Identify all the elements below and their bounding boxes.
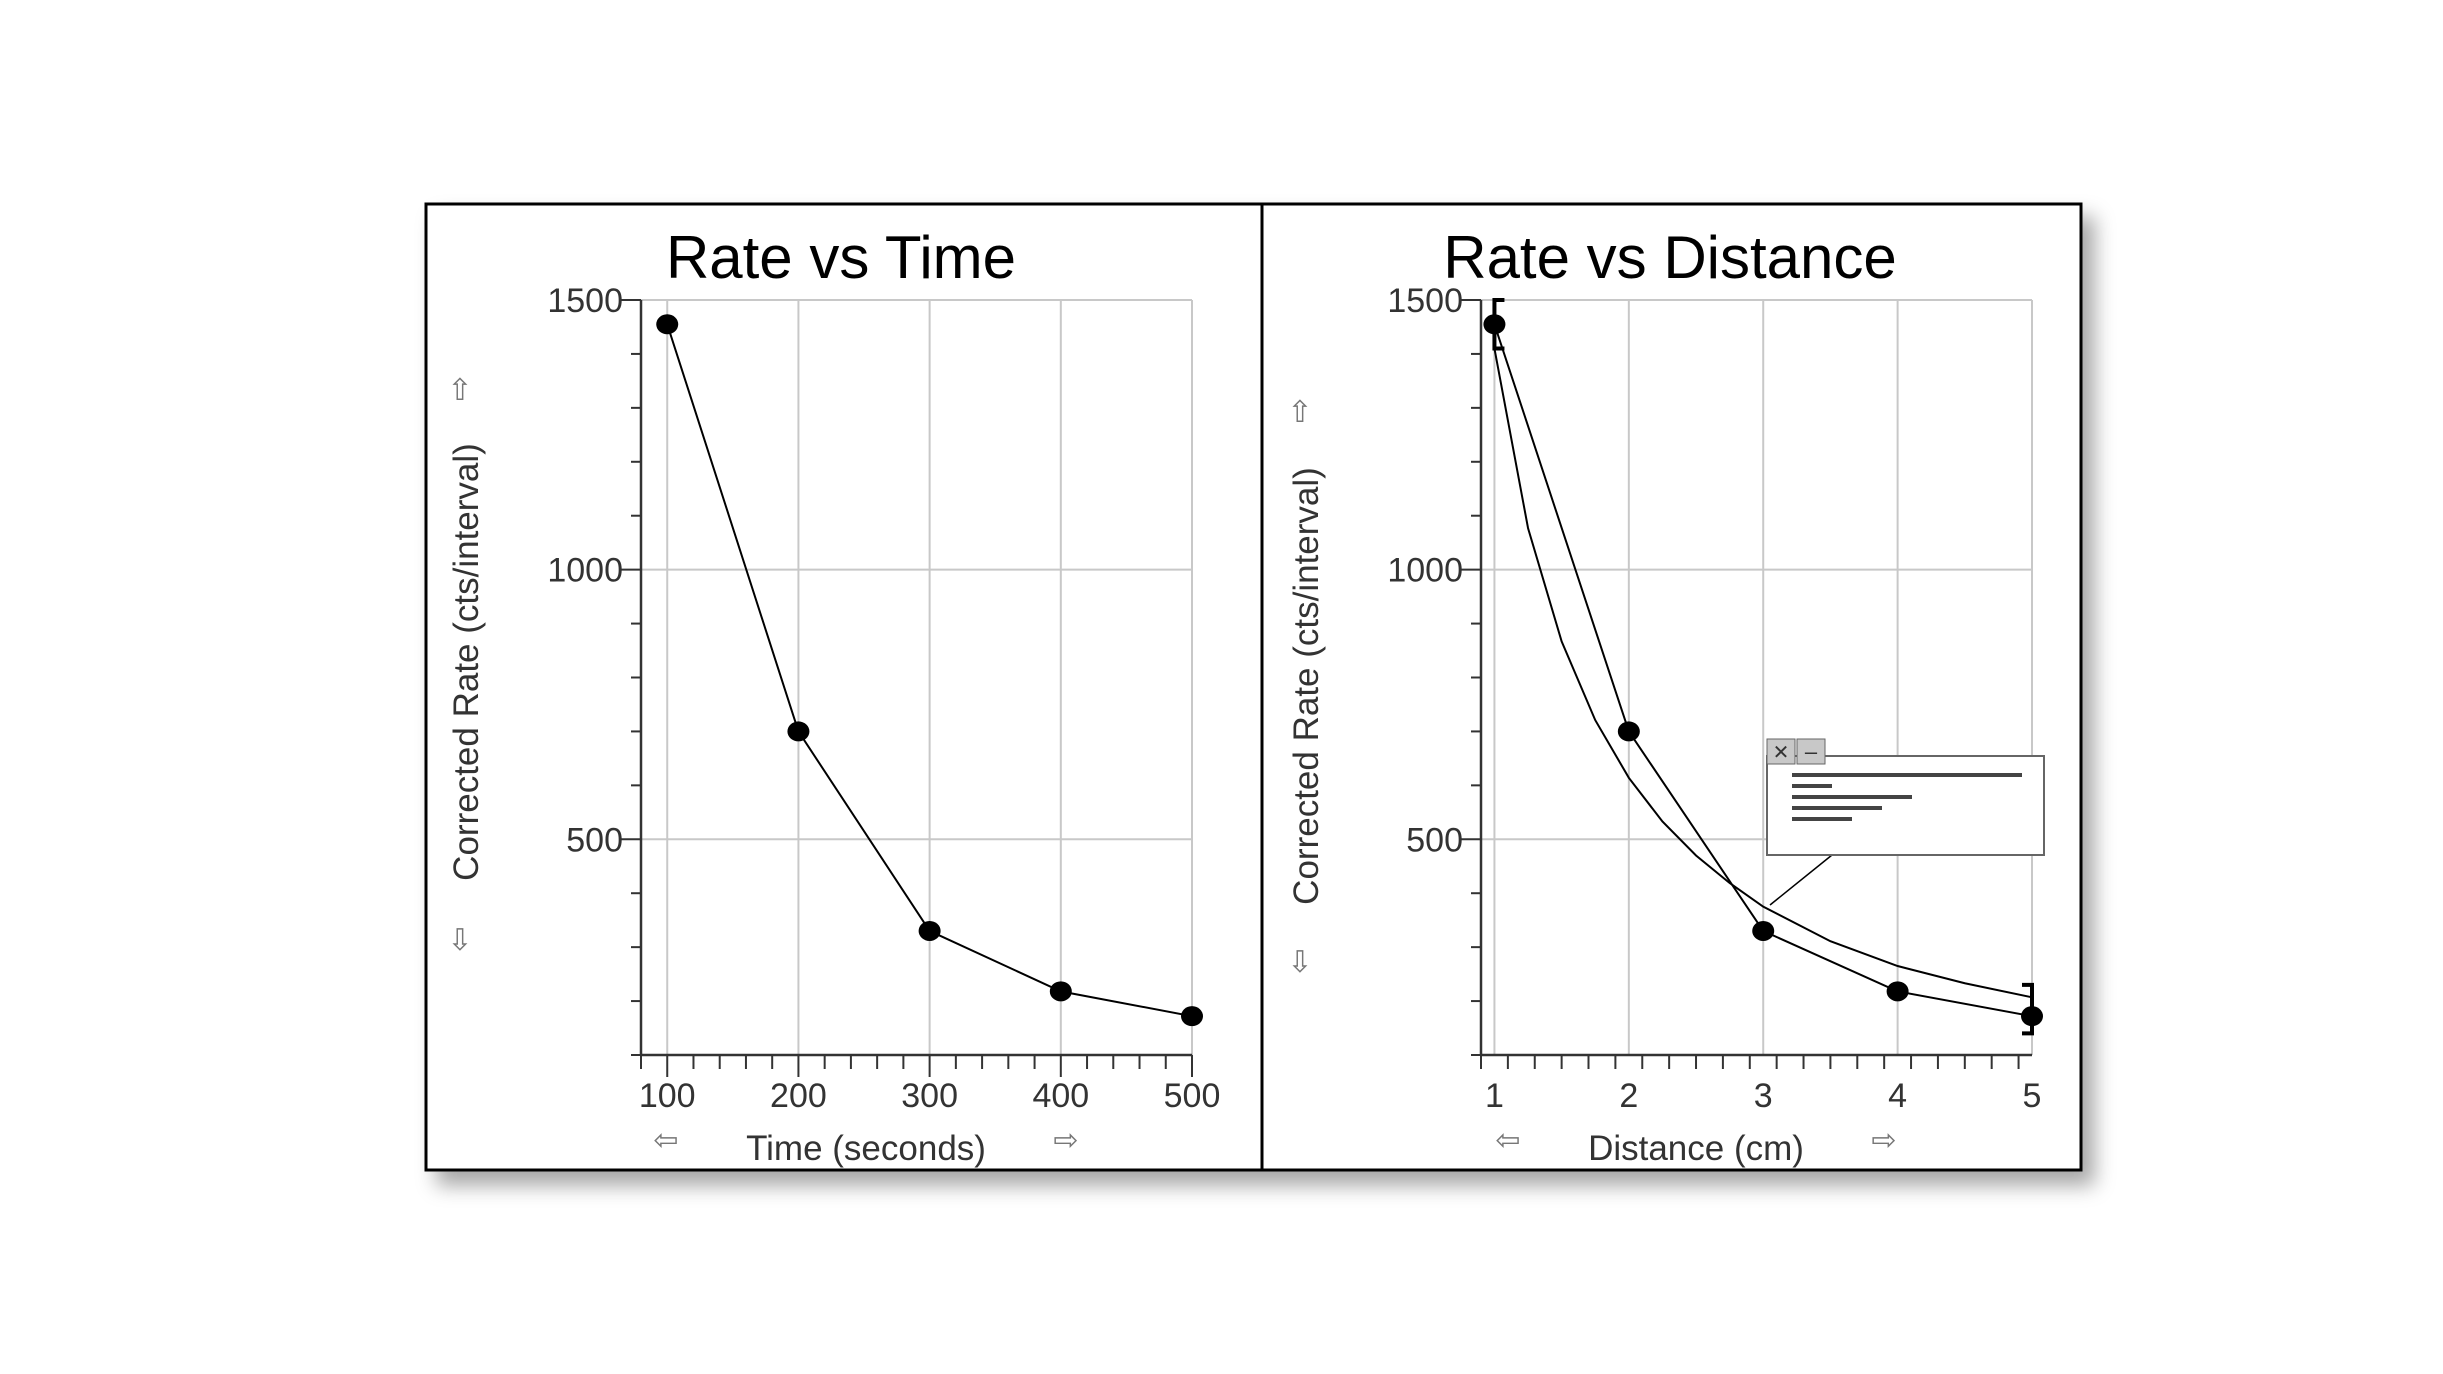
x-tick-label: 100: [639, 1077, 696, 1115]
minimize-icon: –: [1805, 739, 1818, 764]
x-tick-labels: 100 200 300 400 500: [639, 1077, 1220, 1115]
fit-annotation-box[interactable]: ✕ –: [1766, 738, 2045, 906]
x-tick-label: 5: [2023, 1077, 2042, 1115]
data-point: [656, 314, 679, 335]
x-tick-label: 200: [770, 1077, 827, 1115]
data-point: [1886, 981, 1909, 1002]
annotation-minimize-button[interactable]: [1796, 738, 1826, 765]
scroll-down-arrow-icon[interactable]: ⇩: [447, 924, 472, 957]
annotation-close-button[interactable]: [1766, 738, 1796, 765]
y-tick-labels: 500 1000 1500: [547, 282, 623, 859]
annotation-leader-line: [1769, 854, 1833, 906]
data-point: [1617, 721, 1640, 742]
fit-curve: [1493, 348, 2033, 999]
y-tick-label: 1500: [1387, 282, 1463, 320]
chart-frame: [424, 202, 2083, 1172]
y-tick-label: 500: [566, 821, 623, 859]
annotation-illegible-text: [1792, 773, 2022, 821]
x-tick-label: 1: [1485, 1077, 1504, 1115]
annotation-body: [1766, 755, 2045, 856]
y-tick-label: 1000: [547, 552, 623, 590]
x-axis-label: Time (seconds): [746, 1129, 986, 1168]
scroll-down-arrow-icon[interactable]: ⇩: [1287, 946, 1312, 979]
x-tick-labels: 1 2 3 4 5: [1485, 1077, 2041, 1115]
scroll-up-arrow-icon[interactable]: ⇧: [1287, 396, 1312, 429]
data-point: [1752, 920, 1775, 941]
data-point: [1049, 981, 1072, 1002]
y-axis-label: Corrected Rate (cts/interval): [1287, 467, 1326, 905]
x-axis-label: Distance (cm): [1588, 1129, 1804, 1168]
x-tick-label: 300: [901, 1077, 958, 1115]
scroll-left-arrow-icon[interactable]: ⇦: [653, 1124, 678, 1157]
x-tick-label: 4: [1888, 1077, 1907, 1115]
x-tick-label: 3: [1754, 1077, 1773, 1115]
y-tick-label: 1000: [1387, 552, 1463, 590]
y-tick-labels: 500 1000 1500: [1387, 282, 1463, 859]
data-point: [918, 920, 941, 941]
data-point: [1483, 314, 1506, 335]
panel-rate-vs-time: Rate vs Time Corrected Rate (cts/interva…: [447, 224, 1220, 1168]
data-point: [787, 721, 810, 742]
scroll-right-arrow-icon[interactable]: ⇨: [1871, 1124, 1896, 1157]
data-point: [1181, 1006, 1203, 1027]
y-axis-label: Corrected Rate (cts/interval): [447, 443, 486, 881]
y-tick-label: 1500: [547, 282, 623, 320]
x-tick-label: 2: [1619, 1077, 1638, 1115]
close-icon: ✕: [1773, 742, 1790, 764]
x-tick-label: 400: [1032, 1077, 1089, 1115]
panel-rate-vs-distance: Rate vs Distance Corrected Rate (cts/int…: [1287, 224, 2045, 1168]
scroll-left-arrow-icon[interactable]: ⇦: [1495, 1124, 1520, 1157]
scroll-right-arrow-icon[interactable]: ⇨: [1053, 1124, 1078, 1157]
y-tick-label: 500: [1406, 821, 1463, 859]
x-tick-label: 500: [1164, 1077, 1221, 1115]
scroll-up-arrow-icon[interactable]: ⇧: [447, 374, 472, 407]
data-point: [2021, 1006, 2043, 1027]
chart-title: Rate vs Time: [666, 224, 1016, 291]
chart-title: Rate vs Distance: [1443, 224, 1897, 291]
